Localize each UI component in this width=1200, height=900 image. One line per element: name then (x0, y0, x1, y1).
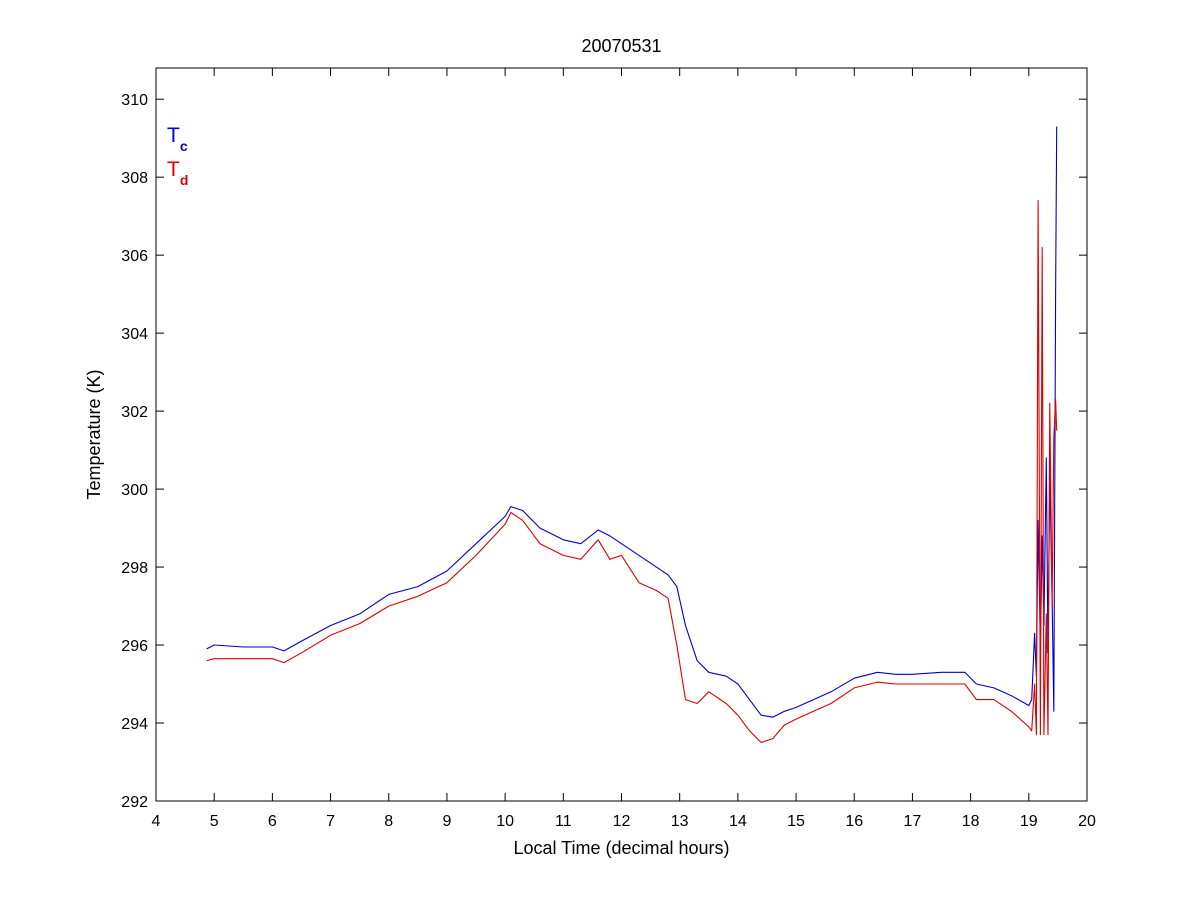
legend-symbol: T (167, 124, 180, 147)
chart-title: 20070531 (581, 36, 661, 56)
x-tick-label: 14 (729, 813, 747, 830)
plot-area (155, 67, 1088, 802)
legend-subscript: d (180, 172, 189, 188)
series-line-t-c (206, 126, 1058, 718)
series-line-t-d (206, 200, 1058, 744)
x-tick-label: 7 (326, 813, 335, 830)
y-tick-label: 302 (121, 404, 148, 421)
x-tick-label: 13 (671, 813, 689, 830)
y-tick-label: 310 (121, 92, 148, 109)
y-tick-label: 292 (121, 794, 148, 811)
x-tick-label: 15 (787, 813, 805, 830)
x-axis-label: Local Time (decimal hours) (513, 838, 729, 858)
y-tick-label: 304 (121, 326, 148, 343)
x-tick-label: 17 (904, 813, 922, 830)
x-tick-label: 4 (152, 813, 161, 830)
y-tick-label: 298 (121, 560, 148, 577)
y-tick-label: 308 (121, 170, 148, 187)
y-tick-label: 300 (121, 482, 148, 499)
legend-subscript: c (180, 138, 188, 154)
x-tick-label: 9 (442, 813, 451, 830)
x-tick-label: 5 (210, 813, 219, 830)
legend-symbol: T (167, 158, 180, 181)
legend-entry: Td (167, 158, 188, 188)
series-layer (206, 126, 1058, 744)
x-tick-label: 11 (555, 813, 572, 830)
y-tick-label: 294 (121, 716, 148, 733)
y-tick-label: 306 (121, 248, 148, 265)
y-tick-label: 296 (121, 638, 148, 655)
x-tick-label: 20 (1078, 813, 1096, 830)
y-axis-label: Temperature (K) (84, 369, 104, 499)
legend-entry: Tc (167, 124, 188, 154)
x-tick-label: 12 (613, 813, 631, 830)
x-tick-label: 18 (962, 813, 980, 830)
axis-ticks: 4 5 6 7 8 9 10 11 12 13 14 15 16 17 18 19 20 292 294 296 298… (121, 68, 1096, 830)
x-tick-label: 6 (268, 813, 277, 830)
x-tick-label: 10 (496, 813, 514, 830)
x-tick-label: 16 (845, 813, 863, 830)
x-tick-label: 19 (1020, 813, 1038, 830)
x-tick-label: 8 (384, 813, 393, 830)
